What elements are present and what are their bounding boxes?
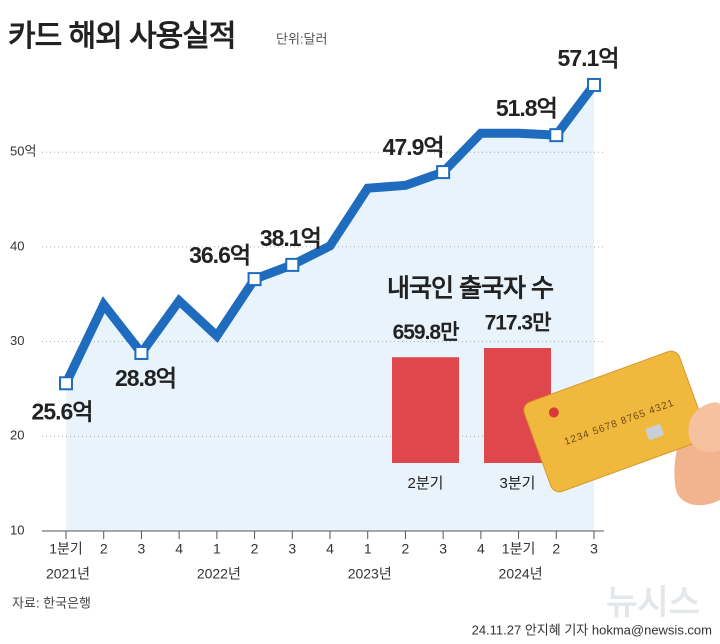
thumb bbox=[688, 402, 720, 452]
y-tick-label: 30 bbox=[10, 333, 24, 348]
plot: 10 20 30 40 50억 1분기 2 3 4 1 2 3 4 1 2 3 4 1분기 2 3 2021년 2022년… bbox=[10, 45, 619, 582]
credit: 24.11.27 안지혜 기자 hokma@newsis.com bbox=[472, 622, 712, 637]
x-tick-label: 4 bbox=[175, 541, 183, 557]
x-group-label: 2023년 bbox=[348, 566, 392, 582]
value-label: 47.9억 bbox=[383, 134, 444, 160]
unit-note: 단위:달러 bbox=[276, 31, 327, 46]
marker bbox=[549, 128, 564, 143]
y-tick-label: 50억 bbox=[10, 144, 36, 159]
card-shape bbox=[523, 350, 707, 493]
x-group-label: 2022년 bbox=[197, 566, 241, 582]
x-tick-label: 2 bbox=[402, 541, 410, 557]
marker bbox=[247, 272, 262, 287]
marker bbox=[285, 257, 300, 272]
x-tick-label: 1분기 bbox=[49, 541, 83, 557]
x-group-label: 2024년 bbox=[499, 566, 543, 582]
value-label: 51.8억 bbox=[496, 95, 557, 121]
card-body: 1234 5678 8765 4321 bbox=[523, 350, 707, 493]
inset-title: 내국인 출국자 수 bbox=[387, 275, 554, 303]
value-label: 717.3만 bbox=[485, 312, 552, 335]
bar bbox=[392, 357, 459, 463]
value-label: 38.1억 bbox=[260, 225, 321, 251]
marker bbox=[59, 376, 73, 391]
watermark: 뉴시스 bbox=[606, 584, 700, 622]
x-tick-label: 3 bbox=[138, 541, 146, 557]
x-tick-label: 3 bbox=[439, 541, 447, 557]
x-tick-label: 1 bbox=[213, 541, 221, 557]
value-label: 659.8만 bbox=[393, 321, 460, 344]
x-tick-label: 3 bbox=[590, 541, 598, 557]
source: 자료: 한국은행 bbox=[12, 595, 91, 610]
x-tick-label: 1 bbox=[364, 541, 372, 557]
x-tick-label: 2 bbox=[100, 541, 108, 557]
x-tick-label: 2 bbox=[251, 541, 259, 557]
marker bbox=[587, 77, 601, 92]
line bbox=[61, 82, 598, 386]
x-tick-label: 1분기 bbox=[502, 541, 536, 557]
card-chip bbox=[645, 424, 664, 440]
value-label: 25.6억 bbox=[32, 398, 93, 424]
x-tick-label: 2 bbox=[552, 541, 560, 557]
chart-title: 카드 해외 사용실적 bbox=[8, 20, 235, 53]
category-label: 2분기 bbox=[408, 475, 444, 492]
marker bbox=[436, 165, 451, 180]
category-label: 3분기 bbox=[500, 475, 536, 492]
card-logo bbox=[548, 407, 559, 418]
y-tick-label: 40 bbox=[10, 238, 24, 253]
marker bbox=[134, 345, 149, 360]
value-label: 57.1억 bbox=[558, 45, 619, 71]
y-tick-label: 20 bbox=[10, 428, 24, 443]
value-label: 28.8억 bbox=[115, 365, 176, 391]
y-tick-label: 10 bbox=[10, 522, 24, 537]
x-tick-label: 4 bbox=[326, 541, 334, 557]
value-label: 36.6억 bbox=[189, 242, 250, 268]
card-illustration: 1234 5678 8765 4321 bbox=[523, 350, 720, 506]
area bbox=[66, 84, 594, 531]
x-tick-label: 4 bbox=[477, 541, 485, 557]
x-group-label: 2021년 bbox=[46, 566, 90, 582]
x-tick-label: 3 bbox=[288, 541, 296, 557]
